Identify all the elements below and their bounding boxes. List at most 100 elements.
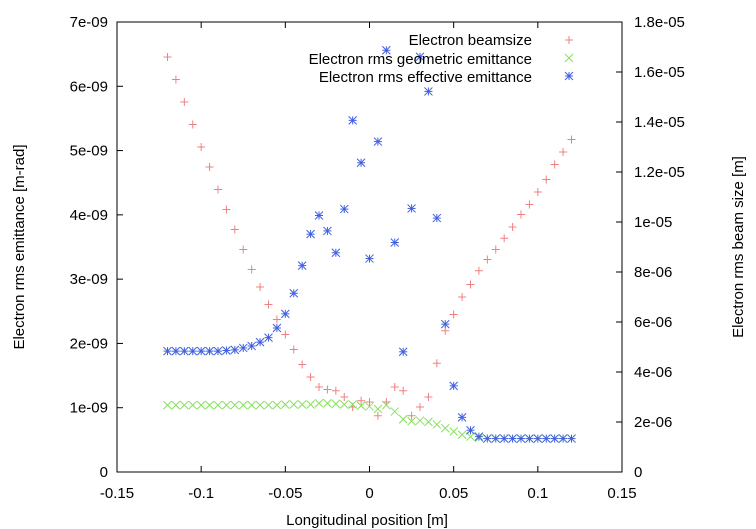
effective-emittance-point xyxy=(238,343,248,353)
beamsize-point xyxy=(399,386,408,395)
geometric-emittance-point xyxy=(323,398,332,408)
effective-emittance-point xyxy=(373,137,383,146)
geometric-emittance-point xyxy=(373,404,383,414)
effective-emittance-point xyxy=(567,434,576,443)
beamsize-point xyxy=(205,163,214,171)
axis-ticks xyxy=(116,21,623,473)
effective-emittance-point xyxy=(491,434,501,443)
effective-emittance-point xyxy=(297,261,307,270)
geometric-emittance-point xyxy=(407,416,416,426)
effective-emittance-point xyxy=(381,45,391,55)
effective-emittance-point xyxy=(356,158,366,168)
geometric-emittance-point xyxy=(331,399,341,409)
beamsize-point xyxy=(357,396,366,405)
beamsize-point xyxy=(315,383,323,391)
effective-emittance-point xyxy=(407,204,416,213)
x-tick-label: -0.05 xyxy=(268,485,302,502)
effective-emittance-point xyxy=(289,288,299,298)
geometric-emittance-point xyxy=(314,398,324,408)
legend-markers xyxy=(564,36,574,81)
geometric-emittance-point xyxy=(255,400,265,410)
effective-emittance-point xyxy=(331,248,341,258)
series-layer xyxy=(163,45,576,443)
geometric-emittance-point xyxy=(457,430,467,440)
effective-emittance-point xyxy=(457,413,467,422)
effective-emittance-point xyxy=(179,346,189,356)
beamsize-point xyxy=(306,373,315,381)
legend-marker-effective xyxy=(564,71,574,81)
beamsize-point xyxy=(525,200,534,209)
geometric-emittance-point xyxy=(163,400,172,410)
x-tick-label: 0.15 xyxy=(607,485,636,502)
series-1 xyxy=(163,53,576,420)
effective-emittance-point xyxy=(482,434,492,443)
x-tick-label: -0.15 xyxy=(100,485,134,502)
beamsize-point xyxy=(197,143,206,151)
x-tick-label: 0.1 xyxy=(527,485,548,502)
beamsize-point xyxy=(550,160,559,169)
y-tick-label: 0 xyxy=(100,464,108,481)
effective-emittance-point xyxy=(171,346,181,356)
effective-emittance-point xyxy=(541,434,551,443)
effective-emittance-point xyxy=(432,213,442,223)
x-axis-title: Longitudinal position [m] xyxy=(286,512,448,529)
effective-emittance-point xyxy=(533,434,543,443)
effective-emittance-point xyxy=(474,432,484,441)
x-tick-label: 0.05 xyxy=(439,485,468,502)
beamsize-point xyxy=(239,245,248,254)
beamsize-point xyxy=(188,120,197,129)
y-tick-label: 2e-09 xyxy=(70,335,108,352)
beamsize-point xyxy=(458,293,467,301)
y2-tick-label: 1.6e-05 xyxy=(634,64,685,81)
beamsize-point xyxy=(365,398,374,406)
beamsize-point xyxy=(517,210,525,219)
beamsize-point xyxy=(432,359,441,368)
beamsize-point xyxy=(373,411,382,420)
y-tick-label: 1e-09 xyxy=(70,400,108,417)
geometric-emittance-point xyxy=(196,400,206,410)
beamsize-point xyxy=(466,280,475,289)
beamsize-point xyxy=(449,310,458,319)
beamsize-point xyxy=(559,148,568,156)
legend: Electron beamsize Electron rms geometric… xyxy=(309,32,574,86)
geometric-emittance-point xyxy=(171,400,181,410)
y-tick-label: 7e-09 xyxy=(70,14,108,31)
effective-emittance-point xyxy=(205,346,214,356)
geometric-emittance-point xyxy=(264,400,273,410)
beamsize-point xyxy=(247,265,256,274)
y2-tick-label: 4e-06 xyxy=(634,364,672,381)
y2-tick-label: 8e-06 xyxy=(634,264,672,281)
beamsize-point xyxy=(542,175,551,184)
geometric-emittance-point xyxy=(432,420,442,429)
geometric-emittance-point xyxy=(280,400,290,409)
geometric-emittance-point xyxy=(213,400,223,410)
geometric-emittance-point xyxy=(297,400,307,409)
beamsize-point xyxy=(323,385,332,394)
axis-tick-labels: -0.15 -0.1 -0.05 0 0.05 0.1 0.15 0 1e-09 2e-09 3e-… xyxy=(70,14,685,502)
beamsize-point xyxy=(281,330,290,339)
beamsize-point xyxy=(222,205,231,214)
y2-axis-title: Electron rms beam size [m] xyxy=(730,156,747,338)
beamsize-point xyxy=(214,185,222,194)
beamsize-point xyxy=(256,283,265,291)
effective-emittance-point xyxy=(213,346,223,356)
effective-emittance-point xyxy=(264,333,273,342)
geometric-emittance-point xyxy=(415,416,425,425)
beamsize-point xyxy=(340,393,349,401)
effective-emittance-point xyxy=(323,226,332,236)
beamsize-point xyxy=(230,225,239,234)
beamsize-point xyxy=(331,386,340,395)
legend-marker-beamsize xyxy=(565,36,573,44)
effective-emittance-point xyxy=(516,434,526,443)
legend-label-effective: Electron rms effective emittance xyxy=(319,69,532,86)
effective-emittance-point xyxy=(196,346,206,356)
effective-emittance-point xyxy=(230,345,240,355)
beamsize-point xyxy=(163,53,172,61)
effective-emittance-point xyxy=(314,211,324,220)
legend-label-geometric: Electron rms geometric emittance xyxy=(309,51,532,68)
geometric-emittance-point xyxy=(247,400,257,410)
geometric-emittance-point xyxy=(238,400,248,410)
beamsize-point xyxy=(474,266,483,275)
beamsize-point xyxy=(491,245,500,254)
legend-label-beamsize: Electron beamsize xyxy=(409,32,532,49)
